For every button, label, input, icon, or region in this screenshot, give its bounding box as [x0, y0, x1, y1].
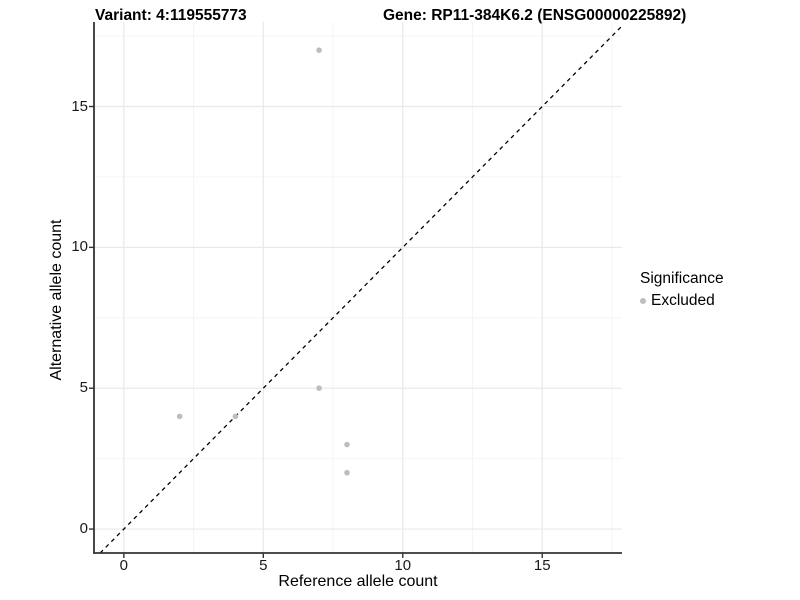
legend: Significance Excluded — [640, 270, 724, 310]
identity-line — [99, 25, 623, 554]
legend-title: Significance — [640, 270, 724, 287]
data-point — [232, 413, 239, 420]
legend-item-label: Excluded — [651, 292, 715, 309]
data-point — [316, 47, 322, 53]
y-tick-label: 0 — [79, 520, 88, 538]
y-tick-label: 15 — [71, 97, 88, 115]
excluded-dot-icon — [640, 298, 646, 304]
variant-title: Variant: 4:119555773 — [95, 7, 247, 24]
data-point — [176, 413, 183, 420]
x-tick-label: 10 — [394, 557, 412, 574]
legend-item-excluded: Excluded — [640, 292, 724, 310]
y-tick-label: 10 — [71, 238, 88, 256]
y-axis-label: Alternative allele count — [48, 219, 65, 381]
data-point — [344, 469, 350, 476]
gene-title: Gene: RP11-384K6.2 (ENSG00000225892) — [383, 7, 687, 24]
x-axis-label: Reference allele count — [278, 573, 438, 590]
data-point — [316, 385, 322, 392]
y-tick-label: 5 — [79, 379, 88, 397]
x-tick-label: 5 — [259, 557, 268, 574]
x-tick-label: 15 — [533, 557, 551, 574]
x-tick-label: 0 — [119, 557, 129, 574]
data-point — [344, 441, 350, 448]
